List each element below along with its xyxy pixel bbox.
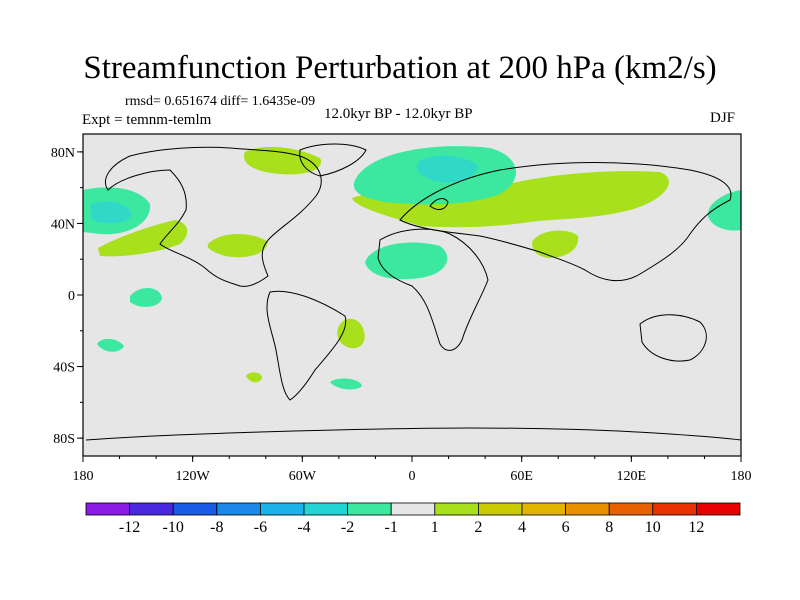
contour-pos-south-pacific	[246, 372, 262, 383]
latitude-axis: 80N 40N 0 40S 80S	[51, 146, 83, 447]
colorbar-label: 8	[605, 519, 613, 536]
coast-british-isles	[429, 198, 449, 210]
contour-pos-eurasia	[352, 171, 669, 228]
coast-north-america	[105, 146, 322, 287]
contour-pos-india	[532, 230, 579, 258]
lat-tick-label: 80N	[51, 146, 75, 161]
colorbar-swatch	[85, 502, 130, 516]
coastlines	[85, 143, 742, 441]
colorbar-swatch	[390, 502, 436, 516]
season-label: DJF	[710, 110, 736, 126]
contour-neg-south-atlantic	[330, 378, 362, 390]
colorbar-label: 2	[474, 519, 482, 536]
contour-neg-north-pacific-east	[707, 190, 741, 231]
lat-tick-label: 40S	[53, 361, 75, 376]
lon-tick-label: 60E	[510, 469, 533, 484]
lon-tick-label: 180	[731, 469, 752, 484]
lon-tick-label: 180	[73, 469, 94, 484]
coast-eurasia	[399, 162, 732, 282]
colorbar-label: 4	[518, 519, 526, 536]
colorbar-swatch	[608, 502, 654, 516]
colorbar-swatch	[477, 502, 523, 516]
contour-pos-south-atlantic	[337, 318, 365, 349]
colorbar-swatch	[129, 502, 174, 516]
coast-greenland	[299, 143, 367, 177]
coast-australia	[639, 314, 707, 362]
contour-fills	[83, 146, 741, 390]
lat-tick-label: 80S	[53, 432, 75, 447]
stats-text: rmsd= 0.651674 diff= 1.6435e-09	[125, 94, 316, 109]
contour-neg-core-scandinavia	[416, 155, 478, 183]
colorbar-label: -2	[341, 519, 354, 536]
colorbar-swatch	[216, 502, 261, 516]
colorbar-swatch	[259, 502, 305, 516]
contour-pos-canada	[244, 146, 322, 175]
colorbar-label: 6	[562, 519, 570, 536]
lon-tick-label: 0	[409, 469, 416, 484]
contour-neg-south-pacific	[97, 338, 124, 352]
colorbar-swatch	[565, 502, 610, 516]
period-label: 12.0kyr BP - 12.0kyr BP	[324, 106, 473, 122]
colorbar-label: -6	[254, 519, 267, 536]
colorbar-swatch	[303, 502, 348, 516]
lon-tick-label: 120E	[617, 469, 647, 484]
lat-tick-label: 0	[68, 289, 75, 304]
coast-antarctica	[85, 427, 742, 441]
colorbar-label: 12	[688, 519, 704, 536]
colorbar-swatch	[521, 502, 566, 516]
colorbar-swatch	[347, 502, 392, 516]
colorbar: -12 -10 -8 -6 -4 -2 -1 1 2 4 6 8 10 12	[85, 502, 741, 536]
colorbar-label: 1	[431, 519, 439, 536]
colorbar-label: -1	[385, 519, 398, 536]
colorbar-label: -4	[297, 519, 310, 536]
colorbar-swatch	[172, 502, 218, 516]
colorbar-swatch	[434, 502, 479, 516]
lon-tick-label: 60W	[289, 469, 317, 484]
lat-tick-label: 40N	[51, 217, 75, 232]
colorbar-label: -8	[210, 519, 223, 536]
plot-title: Streamfunction Perturbation at 200 hPa (…	[83, 50, 717, 86]
colorbar-swatch	[652, 502, 697, 516]
contour-neg-core-pacific	[90, 201, 132, 224]
contour-pos-north-america	[207, 234, 268, 258]
colorbar-label: 10	[645, 519, 661, 536]
longitude-axis: 180 120W 60W 0 60E 120E 180	[73, 456, 752, 484]
colorbar-swatch	[696, 502, 741, 516]
colorbar-label: -10	[163, 519, 184, 536]
colorbar-label: -12	[119, 519, 140, 536]
experiment-label: Expt = temnm-temlm	[82, 112, 212, 128]
coast-africa	[377, 228, 489, 351]
coast-south-america	[266, 290, 347, 401]
lon-tick-label: 120W	[176, 469, 211, 484]
contour-neg-tropical-pacific	[130, 287, 162, 307]
